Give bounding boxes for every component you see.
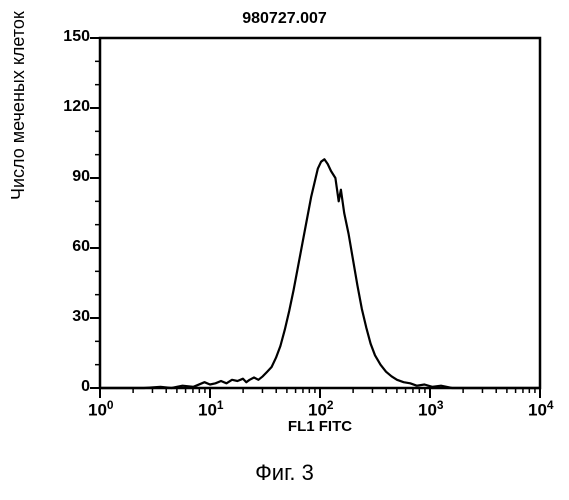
y-axis-label: Число меченых клеток xyxy=(8,11,29,200)
y-tick-label: 30 xyxy=(50,308,90,326)
x-tick-label: 101 xyxy=(198,398,224,421)
x-tick-label: 104 xyxy=(528,398,554,421)
x-tick-label: 100 xyxy=(88,398,114,421)
y-tick-label: 60 xyxy=(50,238,90,256)
chart-title: 980727.007 xyxy=(0,10,569,28)
x-tick-label: 102 xyxy=(308,398,334,421)
y-tick-label: 0 xyxy=(50,378,90,396)
y-tick-label: 150 xyxy=(50,28,90,46)
x-tick-label: 103 xyxy=(418,398,444,421)
y-tick-label: 90 xyxy=(50,168,90,186)
figure-caption: Фиг. 3 xyxy=(0,460,569,486)
figure-container: { "chart": { "type": "histogram", "title… xyxy=(0,0,569,500)
y-tick-label: 120 xyxy=(50,98,90,116)
